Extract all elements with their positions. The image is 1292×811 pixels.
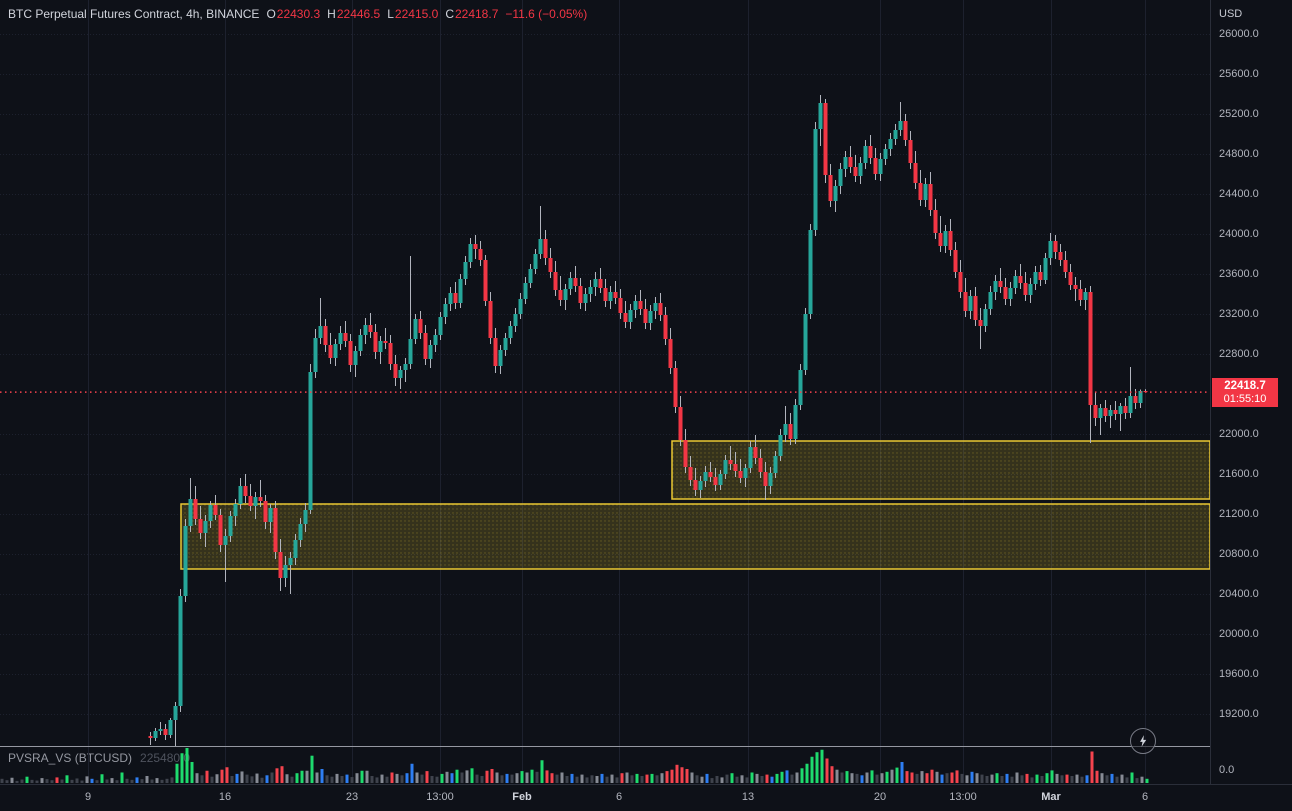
price-tick-label: 21200.0 — [1219, 508, 1259, 520]
lightning-quick-trade-button[interactable] — [1130, 728, 1156, 754]
ohlc-low: L 22415.0 — [387, 7, 439, 21]
volume-zero-label: 0.0 — [1219, 764, 1235, 776]
time-tick-label: 16 — [218, 791, 232, 803]
price-tick-label: 25200.0 — [1219, 108, 1259, 120]
candles — [148, 95, 1148, 746]
grid-lines — [0, 0, 1210, 783]
price-tick-label: 25600.0 — [1219, 68, 1259, 80]
axis-currency-label: USD — [1219, 8, 1243, 20]
price-tick-label: 20400.0 — [1219, 588, 1259, 600]
lightning-icon — [1140, 735, 1147, 747]
current-price-label: 22418.7 01:55:10 — [1212, 378, 1278, 407]
indicator-legend[interactable]: PVSRA_VS (BTCUSD) 225480.0 — [8, 751, 190, 765]
time-tick-label: 13:00 — [949, 791, 977, 803]
demand-zone-upper[interactable] — [671, 440, 1211, 500]
price-change: −11.6 (−0.05%) — [505, 7, 588, 21]
symbol-header[interactable]: BTC Perpetual Futures Contract, 4h, BINA… — [8, 7, 587, 21]
price-tick-label: 20800.0 — [1219, 548, 1259, 560]
demand-zone-lower[interactable] — [180, 503, 1211, 570]
time-tick-label: 13 — [741, 791, 755, 803]
time-tick-label: 6 — [615, 791, 623, 803]
candle-countdown: 01:55:10 — [1223, 393, 1267, 406]
price-tick-label: 24800.0 — [1219, 148, 1259, 160]
price-tick-label: 24000.0 — [1219, 228, 1259, 240]
price-tick-label: 23200.0 — [1219, 308, 1259, 320]
symbol-title: BTC Perpetual Futures Contract, 4h, BINA… — [8, 7, 260, 21]
price-tick-label: 22000.0 — [1219, 428, 1259, 440]
price-tick-label: 23600.0 — [1219, 268, 1259, 280]
price-tick-label: 24400.0 — [1219, 188, 1259, 200]
time-tick-label: Feb — [512, 791, 532, 803]
time-tick-label: 20 — [873, 791, 887, 803]
price-tick-label: 22800.0 — [1219, 348, 1259, 360]
price-tick-label: 26000.0 — [1219, 28, 1259, 40]
indicator-name: PVSRA_VS (BTCUSD) — [8, 751, 133, 765]
current-price-value: 22418.7 — [1224, 380, 1266, 392]
price-axis[interactable]: USD 26000.0 25600.0 25200.0 24800.0 24400.0 2… — [1210, 0, 1292, 810]
ohlc-high: H 22446.5 — [327, 7, 381, 21]
time-tick-label: Mar — [1041, 791, 1061, 803]
price-tick-label: 21600.0 — [1219, 468, 1259, 480]
indicator-value: 225480.0 — [140, 751, 191, 765]
price-tick-label: 20000.0 — [1219, 628, 1259, 640]
time-tick-label: 23 — [345, 791, 359, 803]
time-axis[interactable]: 9 16 23 13:00 Feb 6 13 20 13:00 Mar 6 — [0, 784, 1292, 811]
time-tick-label: 13:00 — [426, 791, 454, 803]
time-tick-label: 6 — [1141, 791, 1149, 803]
ohlc-close: C 22418.7 — [445, 7, 499, 21]
price-tick-label: 19200.0 — [1219, 708, 1259, 720]
time-tick-label: 9 — [84, 791, 92, 803]
ohlc-open: O 22430.3 — [266, 7, 321, 21]
volume-bars — [0, 748, 1149, 783]
price-tick-label: 19600.0 — [1219, 668, 1259, 680]
